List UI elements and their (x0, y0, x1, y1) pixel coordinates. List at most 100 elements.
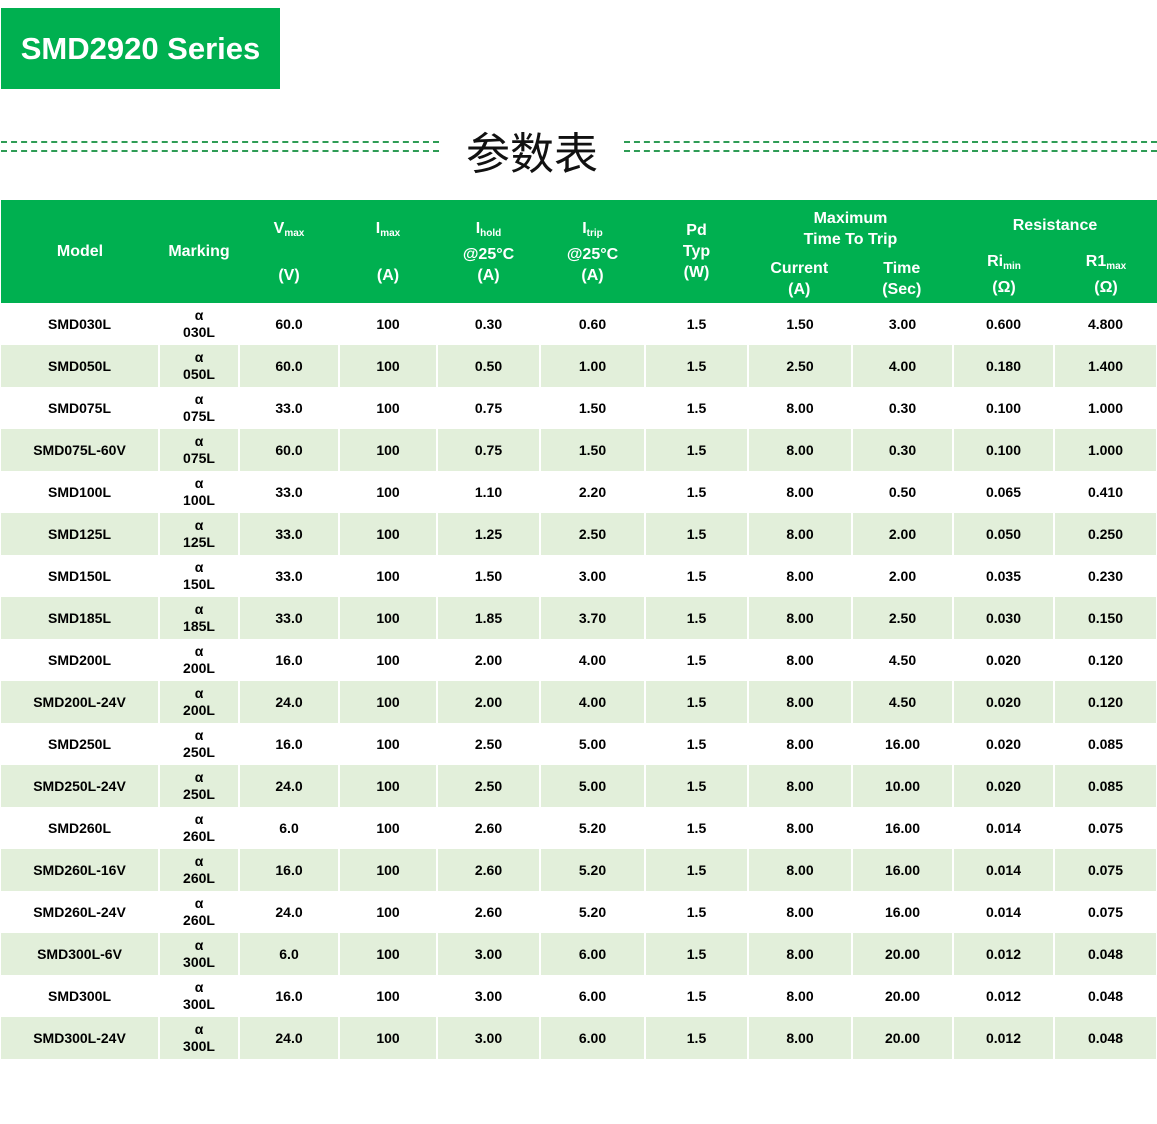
cell-model: SMD300L-24V (1, 1017, 160, 1059)
cell-trip-current: 8.00 (748, 933, 853, 975)
cell-r1-max: 0.120 (1054, 639, 1157, 681)
cell-trip-current: 8.00 (748, 387, 853, 429)
cell-trip-current: 8.00 (748, 765, 853, 807)
cell-marking: α 250L (159, 723, 240, 765)
cell-marking: α 050L (159, 345, 240, 387)
cell-pd: 1.5 (645, 933, 749, 975)
cell-r1-max: 0.048 (1054, 1017, 1157, 1059)
cell-itrip: 5.20 (540, 807, 646, 849)
cell-r1-max: 0.085 (1054, 765, 1157, 807)
header-resistance: Resistance Rimin (Ω) R1max (Ω) (953, 200, 1157, 303)
cell-ihold: 2.60 (437, 849, 541, 891)
cell-trip-current: 8.00 (748, 1017, 853, 1059)
cell-vmax: 33.0 (239, 387, 340, 429)
cell-marking: α 100L (159, 471, 240, 513)
cell-trip-time: 0.50 (852, 471, 954, 513)
cell-ihold: 2.50 (437, 765, 541, 807)
cell-r1-max: 0.410 (1054, 471, 1157, 513)
table-row: SMD100L α 100L 33.0 100 1.10 2.20 1.5 8.00 0.50 0.… (1, 471, 1157, 513)
cell-trip-time: 16.00 (852, 807, 954, 849)
cell-ri-min: 0.014 (953, 849, 1055, 891)
cell-r1-max: 0.120 (1054, 681, 1157, 723)
cell-ri-min: 0.012 (953, 1017, 1055, 1059)
cell-pd: 1.5 (645, 681, 749, 723)
cell-vmax: 33.0 (239, 555, 340, 597)
cell-ri-min: 0.600 (953, 303, 1055, 345)
cell-ihold: 1.10 (437, 471, 541, 513)
header-r1max: R1max (Ω) (1085, 253, 1127, 296)
cell-trip-current: 8.00 (748, 681, 853, 723)
cell-marking: α 300L (159, 975, 240, 1017)
cell-model: SMD260L-16V (1, 849, 160, 891)
cell-trip-current: 8.00 (748, 975, 853, 1017)
header-vmax: Vmax (V) (239, 200, 339, 303)
cell-ri-min: 0.012 (953, 933, 1055, 975)
cell-model: SMD030L (1, 303, 160, 345)
cell-itrip: 6.00 (540, 1017, 646, 1059)
cell-ihold: 0.50 (437, 345, 541, 387)
cell-model: SMD200L-24V (1, 681, 160, 723)
cell-model: SMD185L (1, 597, 160, 639)
cell-itrip: 5.20 (540, 891, 646, 933)
divider-left (1, 141, 439, 152)
cell-model: SMD260L-24V (1, 891, 160, 933)
cell-ihold: 3.00 (437, 933, 541, 975)
cell-ri-min: 0.100 (953, 387, 1055, 429)
cell-ri-min: 0.180 (953, 345, 1055, 387)
cell-trip-current: 1.50 (748, 303, 853, 345)
cell-pd: 1.5 (645, 303, 749, 345)
cell-trip-time: 16.00 (852, 723, 954, 765)
cell-trip-current: 2.50 (748, 345, 853, 387)
cell-pd: 1.5 (645, 513, 749, 555)
cell-imax: 100 (339, 513, 438, 555)
cell-trip-time: 2.50 (852, 597, 954, 639)
cell-vmax: 33.0 (239, 597, 340, 639)
cell-vmax: 33.0 (239, 513, 340, 555)
cell-trip-time: 2.00 (852, 513, 954, 555)
cell-ihold: 2.00 (437, 681, 541, 723)
cell-model: SMD300L-6V (1, 933, 160, 975)
cell-r1-max: 4.800 (1054, 303, 1157, 345)
cell-r1-max: 0.075 (1054, 891, 1157, 933)
cell-trip-time: 20.00 (852, 1017, 954, 1059)
cell-imax: 100 (339, 849, 438, 891)
cell-trip-time: 2.00 (852, 555, 954, 597)
cell-vmax: 6.0 (239, 933, 340, 975)
table-row: SMD260L-16V α 260L 16.0 100 2.60 5.20 1.5 8.00 16… (1, 849, 1157, 891)
cell-r1-max: 0.048 (1054, 975, 1157, 1017)
cell-vmax: 16.0 (239, 849, 340, 891)
cell-ihold: 0.75 (437, 429, 541, 471)
cell-itrip: 1.00 (540, 345, 646, 387)
cell-vmax: 24.0 (239, 681, 340, 723)
header-rimin: Rimin (Ω) (987, 253, 1021, 296)
cell-trip-current: 8.00 (748, 723, 853, 765)
cell-imax: 100 (339, 933, 438, 975)
cell-vmax: 24.0 (239, 891, 340, 933)
cell-marking: α 260L (159, 807, 240, 849)
cell-itrip: 6.00 (540, 933, 646, 975)
cell-ihold: 3.00 (437, 1017, 541, 1059)
cell-itrip: 3.00 (540, 555, 646, 597)
header-imax: Imax (A) (339, 200, 437, 303)
table-row: SMD075L-60V α 075L 60.0 100 0.75 1.50 1.5 8.00 0.… (1, 429, 1157, 471)
cell-trip-time: 16.00 (852, 849, 954, 891)
table-row: SMD185L α 185L 33.0 100 1.85 3.70 1.5 8.00 2.50 0.… (1, 597, 1157, 639)
cell-r1-max: 0.250 (1054, 513, 1157, 555)
cell-itrip: 5.00 (540, 723, 646, 765)
table-row: SMD300L α 300L 16.0 100 3.00 6.00 1.5 8.00 20.00 0… (1, 975, 1157, 1017)
cell-trip-time: 16.00 (852, 891, 954, 933)
cell-ihold: 0.75 (437, 387, 541, 429)
table-row: SMD150L α 150L 33.0 100 1.50 3.00 1.5 8.00 2.00 0.… (1, 555, 1157, 597)
cell-ri-min: 0.014 (953, 807, 1055, 849)
cell-marking: α 200L (159, 681, 240, 723)
table-row: SMD030L α 030L 60.0 100 0.30 0.60 1.5 1.50 3.00 0.… (1, 303, 1157, 345)
cell-ihold: 2.60 (437, 891, 541, 933)
table-row: SMD260L α 260L 6.0 100 2.60 5.20 1.5 8.00 16.00 0.… (1, 807, 1157, 849)
cell-imax: 100 (339, 1017, 438, 1059)
cell-vmax: 33.0 (239, 471, 340, 513)
cell-trip-current: 8.00 (748, 639, 853, 681)
cell-itrip: 1.50 (540, 387, 646, 429)
cell-imax: 100 (339, 765, 438, 807)
cell-marking: α 260L (159, 849, 240, 891)
cell-imax: 100 (339, 891, 438, 933)
